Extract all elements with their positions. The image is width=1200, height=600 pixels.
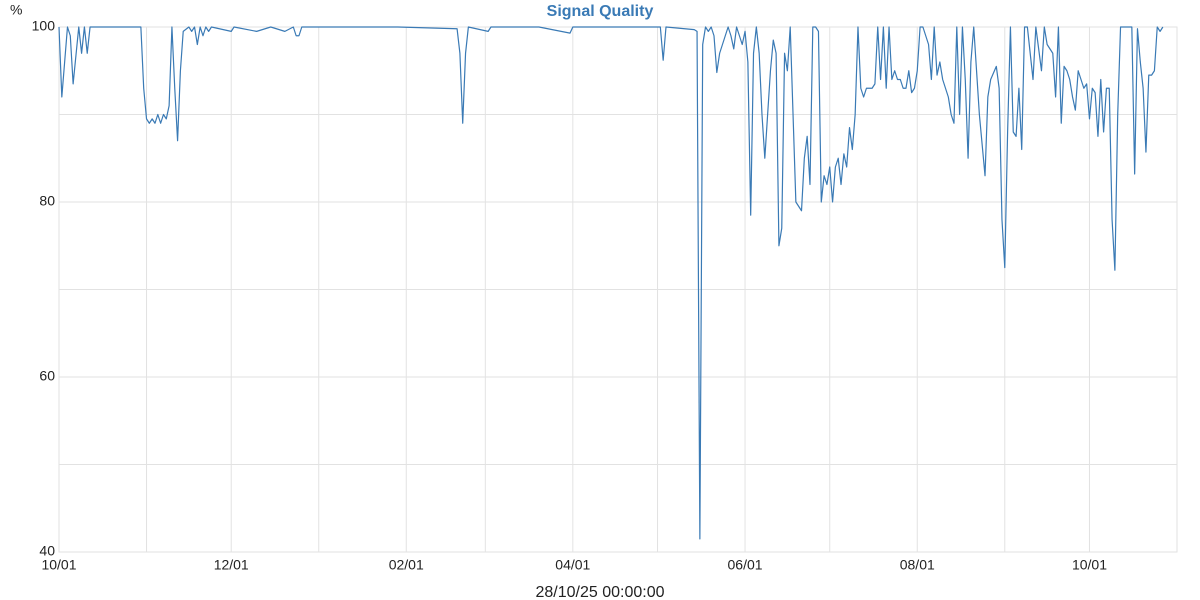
data-line <box>58 26 1164 540</box>
x-tick-label: 02/01 <box>389 557 424 573</box>
chart-title: Signal Quality <box>547 3 654 20</box>
x-tick-label: 04/01 <box>555 557 590 573</box>
y-axis-label: % <box>10 2 22 18</box>
x-tick-label: 10/01 <box>1072 557 1107 573</box>
x-tick-label: 10/01 <box>41 557 76 573</box>
x-axis-label: 28/10/25 00:00:00 <box>535 584 664 600</box>
y-tick-label: 40 <box>39 543 55 559</box>
x-tick-label: 12/01 <box>214 557 249 573</box>
y-tick-label: 100 <box>32 18 56 34</box>
x-tick-label: 06/01 <box>728 557 763 573</box>
y-tick-label: 60 <box>39 368 55 384</box>
x-tick-label: 08/01 <box>900 557 935 573</box>
y-tick-label: 80 <box>39 193 55 209</box>
